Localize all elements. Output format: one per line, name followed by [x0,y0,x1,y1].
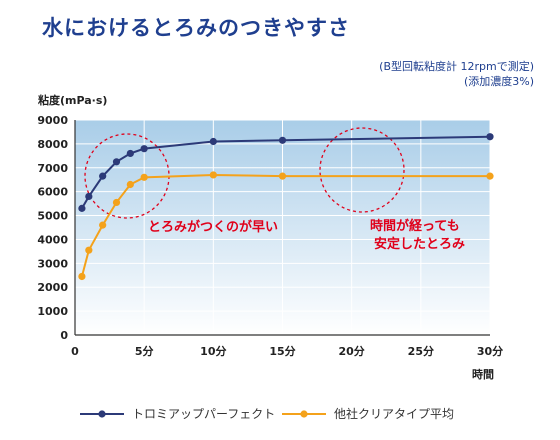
data-point [278,136,287,144]
legend-label: トロミアップパーフェクト [132,407,275,421]
annotation-circle-stable [319,127,405,213]
axes [74,120,490,336]
data-point [99,172,107,180]
chart-title: 水におけるとろみのつきやすさ [42,16,350,40]
data-point [99,221,107,229]
y-tick-label: 3000 [37,257,68,270]
y-tick-label: 8000 [37,138,68,151]
data-point [486,172,494,180]
y-axis-label: 粘度(mPa·s) [38,93,107,107]
data-point [209,137,217,146]
data-point [486,133,494,141]
legend: トロミアップパーフェクト 他社クリアタイプ平均 [80,406,454,421]
y-tick-label: 4000 [37,233,68,246]
y-tick-label: 1000 [37,305,68,318]
x-tick-label: 15分 [269,344,295,358]
x-tick-label: 30分 [477,344,503,358]
data-point [278,172,287,180]
annotation-early: とろみがつくのが早い [148,219,278,235]
data-point [112,158,121,166]
data-point [112,198,121,207]
legend-marker [98,410,106,418]
measurement-note: (B型回転粘度計 12rpmで測定) [379,60,534,73]
x-tick-label: 5分 [135,344,154,358]
data-point [140,173,148,181]
series-group [78,133,494,281]
y-tick-label: 7000 [37,162,68,175]
y-tick-label: 5000 [37,210,68,223]
y-tick-label: 9000 [37,114,68,127]
data-point [85,246,93,254]
concentration-note: (添加濃度3%) [463,75,534,88]
y-tick-labels: 0 1000 2000 3000 4000 5000 6000 7000 8000 9000 [37,114,68,342]
x-tick-labels: 0 5分 10分 15分 20分 25分 30分 [71,344,503,358]
x-tick-label: 20分 [339,344,365,358]
legend-label: 他社クリアタイプ平均 [334,406,454,421]
data-point [78,204,86,212]
data-point [126,180,134,189]
data-point [78,272,86,281]
x-tick-label: 25分 [408,344,434,358]
data-point [85,192,93,201]
annotation-stable-line2: 安定したとろみ [374,236,465,252]
y-tick-label: 2000 [37,281,68,294]
annotation-stable-line1: 時間が経っても [370,218,460,234]
x-tick-label: 10分 [200,344,226,358]
x-axis-label: 時間 [472,367,494,381]
legend-marker [300,410,308,418]
x-tick-label: 0 [71,345,79,358]
y-tick-label: 6000 [37,186,68,199]
data-point [140,145,148,153]
y-tick-label: 0 [60,329,68,342]
data-point [126,149,134,158]
data-point [209,171,217,179]
